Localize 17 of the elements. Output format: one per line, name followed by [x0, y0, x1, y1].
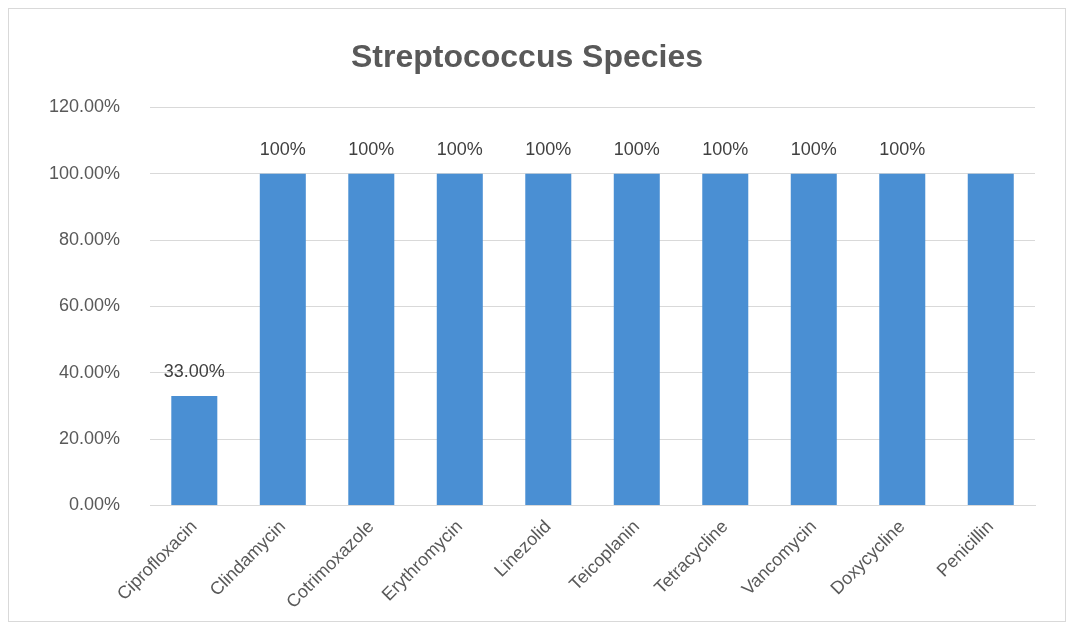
y-tick-label: 0.00% — [69, 494, 121, 515]
data-label: 100% — [259, 138, 306, 159]
y-tick-label: 80.00% — [59, 229, 121, 250]
y-tick-label: 60.00% — [59, 295, 121, 316]
data-label: 100% — [613, 138, 660, 159]
data-label: 100% — [348, 138, 395, 159]
y-tick-label: 40.00% — [59, 361, 121, 382]
data-label: 100% — [436, 138, 483, 159]
y-tick-label: 120.00% — [49, 96, 121, 117]
chart-title: Streptococcus Species — [350, 38, 704, 75]
data-label: 100% — [702, 138, 749, 159]
y-tick-label: 20.00% — [59, 428, 121, 449]
data-label: 33.00% — [163, 360, 225, 381]
y-tick-label: 100.00% — [49, 162, 121, 183]
data-label: 100% — [525, 138, 572, 159]
data-label: 100% — [790, 138, 837, 159]
data-label: 100% — [879, 138, 926, 159]
